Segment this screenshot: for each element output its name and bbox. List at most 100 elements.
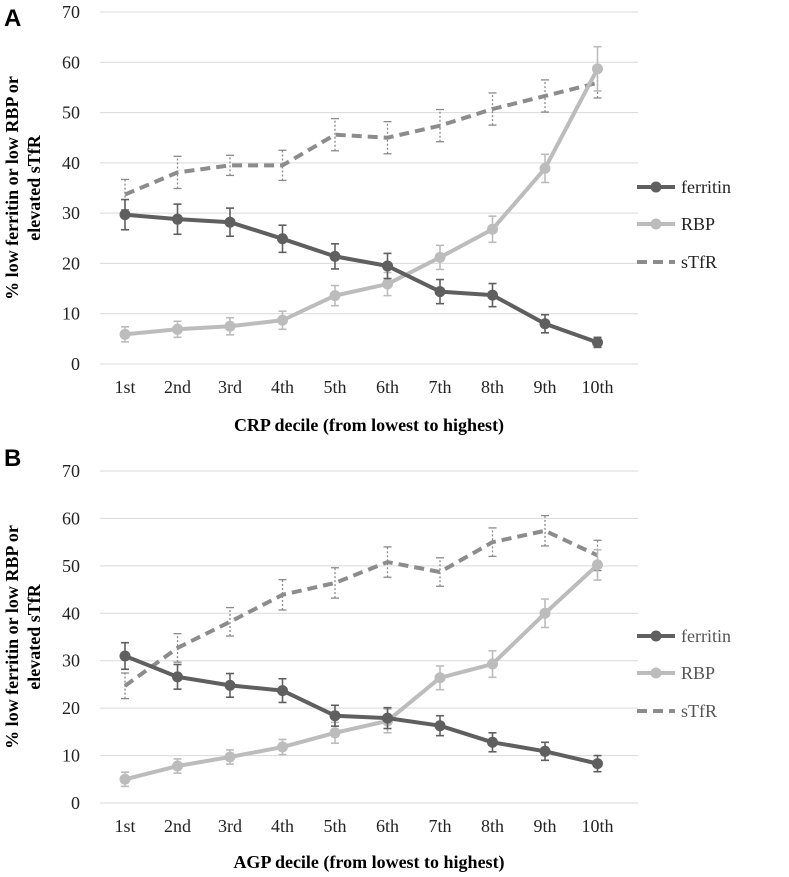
series-rbp bbox=[119, 45, 603, 343]
x-tick-label: 9th bbox=[533, 377, 556, 397]
x-tick-label: 2nd bbox=[164, 816, 191, 836]
y-tick-label: 20 bbox=[62, 253, 80, 273]
panel-b-chart: B 0 10 20 30 40 50 60 70 1st 2nd 3rd 4th 5th 6th 7th 8t… bbox=[2, 445, 731, 873]
data-point bbox=[592, 63, 603, 75]
y-tick-label: 10 bbox=[62, 304, 80, 324]
legend-item-rbp: RBP bbox=[637, 663, 715, 683]
y-tick-label: 40 bbox=[62, 603, 80, 623]
error-bar bbox=[278, 149, 287, 182]
data-point bbox=[329, 710, 341, 722]
data-point bbox=[434, 251, 446, 263]
x-tick-label: 2nd bbox=[164, 377, 191, 397]
legend-label: ferritin bbox=[681, 177, 731, 197]
data-point bbox=[329, 290, 341, 302]
error-bar bbox=[436, 557, 444, 587]
x-tick-label: 7th bbox=[428, 377, 451, 397]
data-point bbox=[539, 607, 551, 619]
data-point bbox=[277, 314, 288, 326]
legend-marker bbox=[650, 181, 662, 193]
x-axis-title: CRP decile (from lowest to highest) bbox=[234, 415, 504, 436]
legend-label: sTfR bbox=[681, 701, 717, 721]
y-tick-label: 30 bbox=[62, 651, 80, 671]
legend-label: sTfR bbox=[681, 252, 717, 272]
data-point bbox=[277, 685, 288, 697]
data-point bbox=[382, 278, 393, 290]
x-tick-label: 5th bbox=[323, 816, 346, 836]
y-tick-label: 30 bbox=[62, 203, 80, 223]
data-point bbox=[487, 658, 498, 670]
x-tick-label: 3rd bbox=[218, 377, 242, 397]
series-line bbox=[124, 654, 598, 766]
data-point bbox=[224, 320, 236, 332]
error-bar bbox=[488, 527, 497, 558]
data-point bbox=[487, 223, 498, 235]
series-ferritin bbox=[119, 198, 603, 349]
data-point bbox=[224, 751, 236, 763]
error-bar bbox=[226, 154, 234, 177]
data-point bbox=[172, 213, 183, 225]
legend-item-ferritin: ferritin bbox=[637, 626, 731, 646]
legend-item-ferritin: ferritin bbox=[637, 177, 731, 197]
data-point bbox=[329, 727, 341, 739]
data-point bbox=[119, 773, 131, 785]
x-tick-label: 4th bbox=[271, 816, 294, 836]
data-point bbox=[224, 216, 236, 228]
data-point bbox=[382, 260, 393, 272]
data-point bbox=[539, 318, 551, 330]
series-line bbox=[124, 212, 599, 345]
panel-a-label: A bbox=[4, 5, 21, 32]
data-point bbox=[172, 671, 183, 683]
data-point bbox=[539, 745, 551, 757]
x-tick-label: 4th bbox=[271, 377, 294, 397]
error-bar bbox=[278, 578, 287, 611]
error-bar bbox=[383, 546, 392, 578]
x-tick-label: 1st bbox=[114, 377, 135, 397]
series-rbp bbox=[119, 548, 603, 788]
data-point bbox=[487, 289, 498, 301]
data-point bbox=[329, 250, 341, 262]
y-axis-title: % low ferritin or low RBP or bbox=[2, 525, 22, 749]
data-point bbox=[119, 328, 131, 340]
legend-label: RBP bbox=[681, 214, 715, 234]
data-point bbox=[592, 758, 603, 770]
y-tick-label: 0 bbox=[71, 793, 80, 813]
y-axis-title: % low ferritin or low RBP or bbox=[2, 76, 22, 300]
x-tick-label: 3rd bbox=[218, 816, 242, 836]
legend-item-stfr: sTfR bbox=[637, 252, 717, 272]
y-tick-label: 50 bbox=[62, 103, 80, 123]
data-point bbox=[487, 736, 498, 748]
series-ferritin bbox=[119, 641, 603, 773]
data-point bbox=[224, 679, 236, 691]
data-point bbox=[277, 233, 288, 245]
y-axis-title: elevated sTfR bbox=[24, 134, 44, 240]
legend-marker bbox=[650, 630, 662, 642]
legend-marker bbox=[650, 218, 662, 230]
data-point bbox=[382, 712, 393, 724]
series-line bbox=[124, 67, 600, 337]
panel-a-chart: A 0 10 20 30 40 50 60 70 1st 2nd 3rd 4th 5th 6th 7th 8t… bbox=[2, 2, 731, 436]
y-tick-label: 40 bbox=[62, 153, 80, 173]
x-tick-label: 8th bbox=[481, 377, 504, 397]
y-axis-title: elevated sTfR bbox=[24, 583, 44, 689]
data-point bbox=[277, 741, 288, 753]
series-stfr bbox=[121, 514, 602, 700]
x-tick-label: 1st bbox=[114, 816, 135, 836]
data-point bbox=[119, 209, 131, 221]
error-bar bbox=[331, 117, 339, 152]
data-point bbox=[434, 672, 446, 684]
y-tick-label: 20 bbox=[62, 698, 80, 718]
x-tick-label: 8th bbox=[481, 816, 504, 836]
panel-b-label: B bbox=[4, 445, 21, 472]
data-point bbox=[592, 336, 603, 348]
legend-marker bbox=[650, 667, 662, 679]
error-bar bbox=[541, 514, 549, 547]
x-tick-label: 6th bbox=[376, 816, 399, 836]
series-line bbox=[124, 563, 599, 782]
x-tick-label: 6th bbox=[376, 377, 399, 397]
x-tick-label: 7th bbox=[428, 816, 451, 836]
legend-item-rbp: RBP bbox=[637, 214, 715, 234]
x-tick-label: 10th bbox=[581, 377, 613, 397]
y-tick-label: 0 bbox=[71, 354, 80, 374]
series-line bbox=[124, 80, 598, 197]
